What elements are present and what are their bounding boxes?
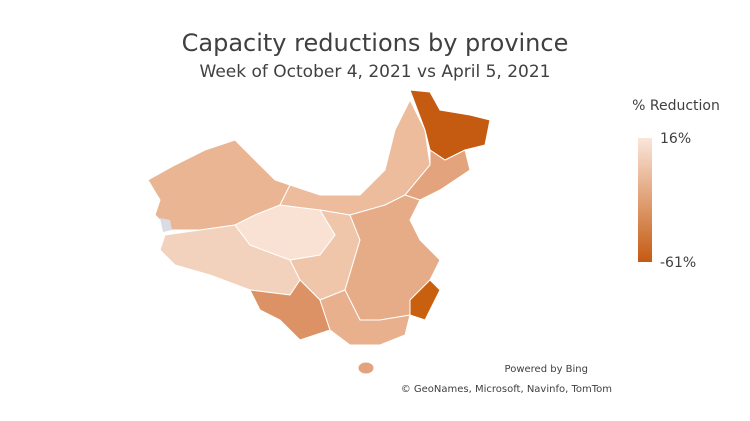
title: Capacity reductions by province: [182, 29, 569, 57]
province: [319, 289, 411, 346]
china-map: [147, 89, 491, 375]
province: [357, 361, 375, 375]
disputed-area: [160, 218, 172, 232]
legend-min-label: -61%: [660, 255, 696, 271]
province: [404, 149, 471, 201]
legend-gradient: [638, 138, 652, 262]
province: [409, 279, 441, 321]
provider-credit: Powered by Bing: [505, 364, 588, 375]
province: [409, 89, 491, 161]
subtitle: Week of October 4, 2021 vs April 5, 2021: [200, 62, 551, 82]
copyright-credit: © GeoNames, Microsoft, Navinfo, TomTom: [401, 384, 612, 395]
legend-max-label: 16%: [660, 131, 691, 147]
legend-title: % Reduction: [632, 98, 720, 114]
